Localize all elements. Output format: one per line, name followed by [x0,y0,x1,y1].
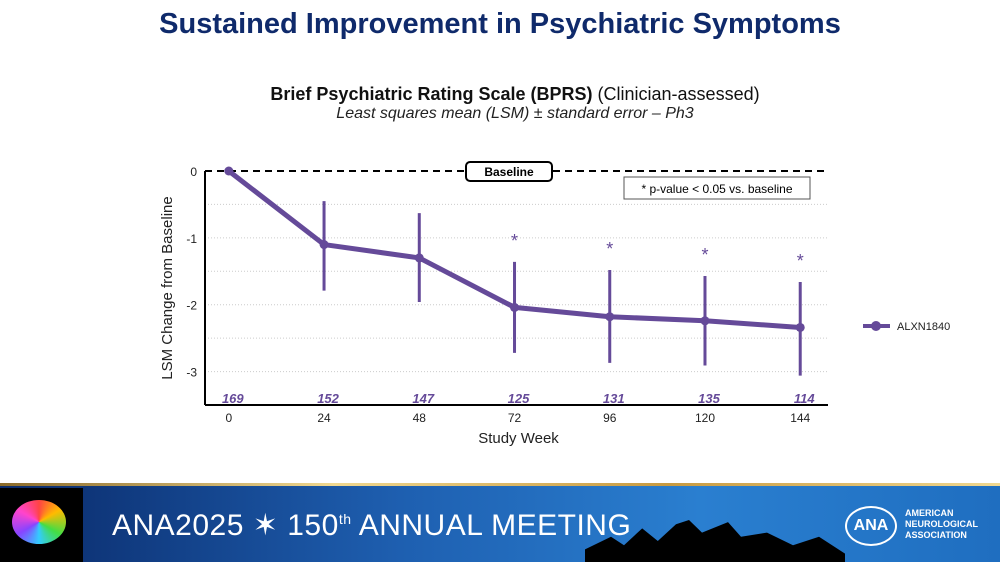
data-point [414,253,424,263]
x-tick-label: 72 [508,411,522,425]
data-point [319,240,329,250]
x-tick-label: 0 [225,411,232,425]
y-tick-label: -2 [186,299,197,313]
y-axis-label: LSM Change from Baseline [159,196,176,379]
brain-logo [0,488,83,562]
x-tick-label: 120 [695,411,715,425]
data-point [795,322,805,332]
significance-marker: * [606,239,613,259]
chart-title: Brief Psychiatric Rating Scale (BPRS) (C… [270,84,760,104]
data-point [224,166,234,176]
bprs-line-chart: Baseline * p-value < 0.05 vs. baseline 0 -1… [159,161,950,447]
baseline-label: Baseline [484,165,534,179]
x-tick-label: 144 [790,411,810,425]
chart-subtitle: Least squares mean (LSM) ± standard erro… [336,105,694,122]
x-tick-label: 96 [603,411,617,425]
sample-size-label: 152 [317,391,339,406]
meeting-title: ANA2025 ✶ 150th ANNUAL MEETING [112,509,632,542]
significance-marker: * [701,245,708,265]
sample-size-label: 114 [794,391,815,406]
footnote: * p-value < 0.05 vs. baseline [641,182,792,196]
data-point [700,316,710,326]
gold-divider [0,483,1000,488]
footnote-box [623,176,811,200]
sample-size-label: 131 [603,391,625,406]
y-tick-label: 0 [190,165,197,179]
legend-marker [871,321,881,331]
slide-title: Sustained Improvement in Psychiatric Sym… [159,8,841,40]
x-axis-label: Study Week [478,430,559,447]
legend-label: ALXN1840 [897,321,950,333]
ana-logo: ANA [845,506,897,546]
significance-marker: * [511,231,518,251]
x-tick-label: 24 [317,411,331,425]
sample-size-label: 169 [222,391,244,406]
ana-org-name: AMERICAN NEUROLOGICAL ASSOCIATION [905,508,978,540]
baseline-label-box [465,161,553,182]
significance-marker: * [797,251,804,271]
sample-size-label: 125 [508,391,530,406]
sample-size-label: 147 [412,391,434,406]
data-point [510,302,520,312]
x-tick-label: 48 [413,411,427,425]
y-tick-label: -1 [186,232,197,246]
sample-size-label: 135 [698,391,720,406]
y-tick-label: -3 [186,366,197,380]
data-point [605,312,615,322]
